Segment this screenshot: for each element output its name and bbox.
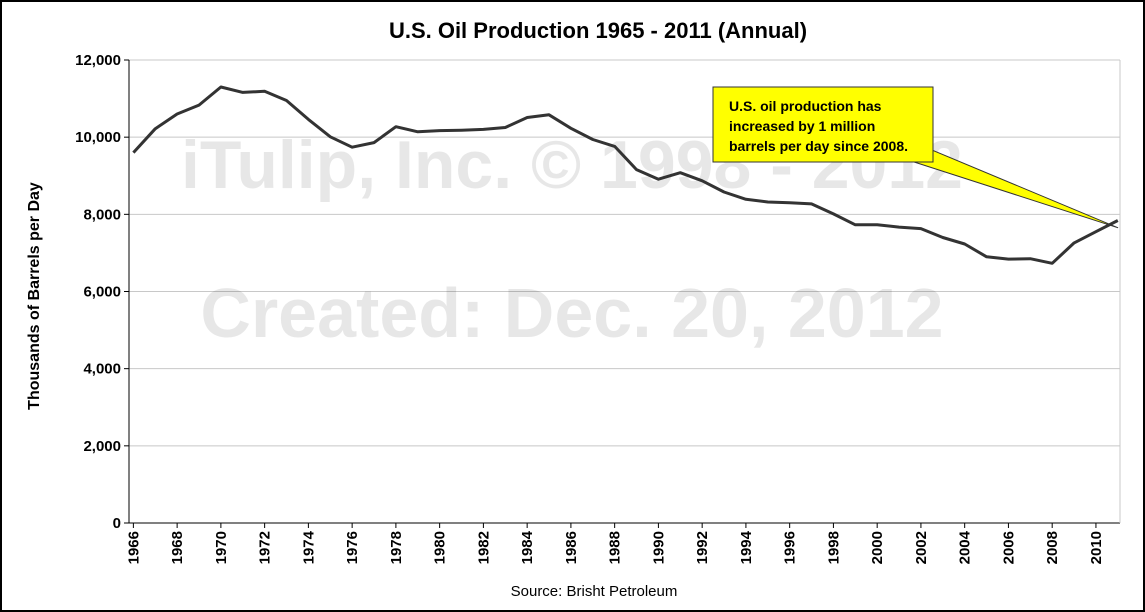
x-tick-label: 1980 [432, 531, 449, 564]
x-tick-label: 1996 [782, 531, 799, 564]
axes [128, 60, 1121, 524]
x-tick-label: 1998 [825, 531, 842, 564]
x-tick-label: 1986 [563, 531, 580, 564]
annotation-line-3: barrels per day since 2008. [729, 138, 908, 154]
x-tick-label: 1966 [125, 531, 142, 564]
x-tick-label: 1976 [344, 531, 361, 564]
x-tick-label: 1972 [257, 531, 274, 564]
annotation-callout: U.S. oil production has increased by 1 m… [712, 86, 1119, 229]
watermark-line-2: Created: Dec. 20, 2012 [200, 274, 943, 352]
annotation-box [712, 86, 934, 163]
series-line [132, 85, 1119, 265]
x-tick-label: 1978 [388, 531, 405, 564]
x-tick-label: 1994 [738, 530, 755, 564]
x-tick-label: 1982 [475, 531, 492, 564]
y-tick-label: 10,000 [75, 129, 121, 146]
y-tick-label: 6,000 [83, 284, 121, 301]
x-tick-label: 1970 [213, 531, 230, 564]
x-tick-label: 2002 [913, 531, 930, 564]
x-tick-label: 1992 [694, 531, 711, 564]
y-tick-label: 12,000 [75, 52, 121, 69]
annotation-line-1: U.S. oil production has [729, 98, 882, 114]
x-tick-label: 1984 [519, 530, 536, 564]
y-axis-label: Thousands of Barrels per Day [26, 182, 43, 410]
source-note: Source: Brisht Petroleum [511, 583, 678, 600]
grid-lines [129, 59, 1120, 447]
annotation-line-2: increased by 1 million [729, 118, 875, 134]
y-tick-label: 8,000 [83, 206, 121, 223]
y-tick-label: 2,000 [83, 438, 121, 455]
x-tick-label: 1990 [650, 531, 667, 564]
x-tick-label: 2000 [869, 531, 886, 564]
y-tick-label: 0 [113, 515, 121, 532]
x-tick-label: 1974 [300, 530, 317, 564]
y-tick-label: 4,000 [83, 361, 121, 378]
x-tick-label: 1968 [169, 531, 186, 564]
chart-title: U.S. Oil Production 1965 - 2011 (Annual) [389, 18, 807, 43]
x-axis-ticks: 1966 1968 1970 1972 1974 1976 1978 1980 1982 1984… [125, 523, 1105, 564]
x-tick-label: 2006 [1000, 531, 1017, 564]
x-tick-label: 2008 [1044, 531, 1061, 564]
x-tick-label: 2004 [957, 530, 974, 564]
series-group [132, 85, 1119, 265]
y-axis-ticks: 0 2,000 4,000 6,000 8,000 10,000 12,000 [75, 52, 129, 532]
x-tick-label: 1988 [607, 531, 624, 564]
x-tick-label: 2010 [1088, 531, 1105, 564]
